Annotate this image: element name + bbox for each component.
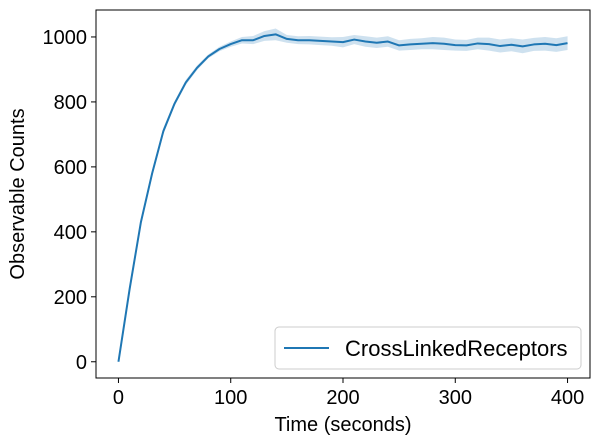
confidence-band [118,28,568,362]
legend-label: CrossLinkedReceptors [345,336,568,361]
y-tick-label: 0 [76,352,87,374]
y-tick-label: 600 [54,157,87,179]
x-tick-label: 0 [113,387,124,409]
y-axis-ticks: 0 200 400 600 800 1000 [43,27,96,374]
y-tick-label: 400 [54,222,87,244]
y-axis-label: Observable Counts [7,108,29,279]
x-tick-label: 100 [214,387,247,409]
x-tick-label: 200 [326,387,359,409]
x-tick-label: 300 [439,387,472,409]
y-tick-label: 800 [54,92,87,114]
x-axis-ticks: 0 100 200 300 400 [113,378,584,409]
legend: CrossLinkedReceptors [274,326,582,370]
x-axis-label: Time (seconds) [274,414,411,436]
y-tick-label: 1000 [43,27,88,49]
x-tick-label: 400 [551,387,584,409]
plot-area-frame [95,9,591,379]
y-tick-label: 200 [54,287,87,309]
confidence-band-layer [118,28,568,362]
series-line-crosslinkedreceptors [117,33,568,362]
legend-frame [274,326,582,370]
series-line-layer [117,33,568,362]
